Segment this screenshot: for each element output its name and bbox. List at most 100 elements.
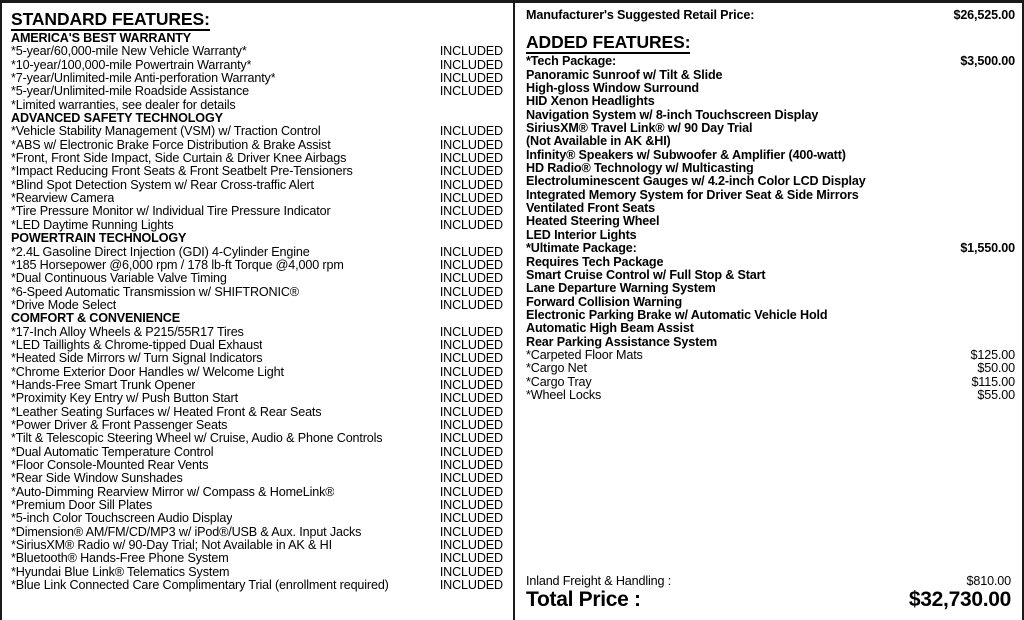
feature-value: INCLUDED <box>439 417 503 432</box>
added-feature-label: High-gloss Window Surround <box>526 81 699 96</box>
feature-value: INCLUDED <box>439 71 503 86</box>
feature-value: INCLUDED <box>439 551 503 566</box>
added-feature-row: *Cargo Net $50.00 <box>526 361 1015 375</box>
feature-label: *ABS w/ Electronic Brake Force Distribut… <box>11 138 331 152</box>
totals-block: Inland Freight & Handling : $810.00 Tota… <box>526 574 1011 612</box>
feature-row: *Dual Continuous Variable Valve Timing IN… <box>11 271 503 286</box>
feature-label: *5-inch Color Touchscreen Audio Display <box>11 512 233 526</box>
added-feature-label: (Not Available in AK &HI) <box>526 134 671 149</box>
added-feature-label: *Carpeted Floor Mats <box>526 347 643 362</box>
added-feature-label: Automatic High Beam Assist <box>526 321 694 336</box>
standard-features-groups: AMERICA'S BEST WARRANTY *5-year/60,000-mi… <box>11 31 503 593</box>
feature-row: *7-year/Unlimited-mile Anti-perforation … <box>11 71 503 86</box>
feature-value: INCLUDED <box>439 364 503 379</box>
added-feature-row: *Tech Package: $3,500.00 <box>526 54 1015 68</box>
feature-row: *Tire Pressure Monitor w/ Individual Tir… <box>11 205 503 219</box>
feature-value: INCLUDED <box>439 84 503 99</box>
feature-row: *Bluetooth® Hands-Free Phone System INCLU… <box>11 551 503 566</box>
feature-value: INCLUDED <box>439 164 503 179</box>
feature-label: *LED Daytime Running Lights <box>11 218 174 232</box>
feature-row: *Blue Link Connected Care Complimentary … <box>11 578 503 593</box>
added-feature-label: SiriusXM® Travel Link® w/ 90 Day Trial <box>526 121 753 136</box>
feature-row: *Proximity Key Entry w/ Push Button Star… <box>11 391 503 406</box>
feature-value: INCLUDED <box>439 217 503 232</box>
feature-row: *Power Driver & Front Passenger Seats INC… <box>11 417 503 432</box>
feature-row: *Drive Mode Select INCLUDED <box>11 297 503 312</box>
added-feature-label: Electroluminescent Gauges w/ 4.2-inch Co… <box>526 174 866 189</box>
added-features-list: *Tech Package: $3,500.00 Panoramic Sunroof… <box>526 54 1015 402</box>
feature-value: INCLUDED <box>439 524 503 539</box>
added-feature-row: Panoramic Sunroof w/ Tilt & Slide <box>526 68 1015 82</box>
added-feature-row: High-gloss Window Surround <box>526 81 1015 96</box>
added-feature-row: (Not Available in AK &HI) <box>526 134 1015 149</box>
feature-value: INCLUDED <box>439 391 503 406</box>
feature-label: *17-Inch Alloy Wheels & P215/55R17 Tires <box>11 325 244 339</box>
added-feature-row: *Wheel Locks $55.00 <box>526 387 1015 402</box>
feature-value: INCLUDED <box>439 324 503 339</box>
added-feature-label: Rear Parking Assistance System <box>526 334 718 349</box>
added-feature-price: $55.00 <box>977 387 1015 402</box>
feature-label: *Bluetooth® Hands-Free Phone System <box>11 552 229 566</box>
added-feature-row: Rear Parking Assistance System <box>526 334 1015 349</box>
feature-value: INCLUDED <box>439 257 503 272</box>
feature-row: *5-year/Unlimited-mile Roadside Assistan… <box>11 84 503 99</box>
feature-value: INCLUDED <box>439 511 503 526</box>
feature-row: *LED Taillights & Chrome-tipped Dual Exh… <box>11 337 503 352</box>
feature-value: INCLUDED <box>439 57 503 72</box>
feature-row: *Dual Automatic Temperature Control INCLU… <box>11 444 503 459</box>
feature-label: *SiriusXM® Radio w/ 90-Day Trial; Not Av… <box>11 539 332 553</box>
added-feature-label: *Ultimate Package: <box>526 241 637 256</box>
feature-label: *Front, Front Side Impact, Side Curtain … <box>11 152 347 166</box>
feature-value: INCLUDED <box>439 44 503 59</box>
feature-group-title: ADVANCED SAFETY TECHNOLOGY <box>11 111 223 126</box>
feature-value: INCLUDED <box>439 377 503 392</box>
added-feature-label: HD Radio® Technology w/ Multicasting <box>526 161 754 176</box>
added-feature-row: Automatic High Beam Assist <box>526 321 1015 336</box>
feature-row: *Auto-Dimming Rearview Mirror w/ Compass… <box>11 485 503 499</box>
feature-label: *Heated Side Mirrors w/ Turn Signal Indi… <box>11 352 263 366</box>
feature-value: INCLUDED <box>439 431 503 446</box>
feature-value: INCLUDED <box>439 458 503 472</box>
feature-value: INCLUDED <box>439 444 503 459</box>
added-feature-label: Smart Cruise Control w/ Full Stop & Star… <box>526 267 766 282</box>
feature-label: *5-year/60,000-mile New Vehicle Warranty… <box>11 45 247 59</box>
added-feature-label: Infinity® Speakers w/ Subwoofer & Amplif… <box>526 147 846 162</box>
feature-value: INCLUDED <box>439 284 503 299</box>
feature-label: *Tire Pressure Monitor w/ Individual Tir… <box>11 205 331 219</box>
feature-row: *Hands-Free Smart Trunk Opener INCLUDED <box>11 377 503 392</box>
feature-row: *Rearview Camera INCLUDED <box>11 191 503 206</box>
feature-label: *10-year/100,000-mile Powertrain Warrant… <box>11 58 252 72</box>
feature-value: INCLUDED <box>439 404 503 419</box>
feature-value: INCLUDED <box>439 471 503 486</box>
feature-label: *Drive Mode Select <box>11 298 117 312</box>
freight-row: Inland Freight & Handling : $810.00 <box>526 574 1011 588</box>
feature-value: INCLUDED <box>439 351 503 366</box>
feature-value: INCLUDED <box>439 137 503 152</box>
feature-label: *Proximity Key Entry w/ Push Button Star… <box>11 392 238 406</box>
feature-row: *Premium Door Sill Plates INCLUDED <box>11 498 503 512</box>
added-feature-label: Ventilated Front Seats <box>526 201 655 216</box>
added-feature-row: Lane Departure Warning System <box>526 281 1015 296</box>
added-feature-label: Integrated Memory System for Driver Seat… <box>526 187 859 202</box>
feature-label: *Blind Spot Detection System w/ Rear Cro… <box>11 178 314 192</box>
feature-value: INCLUDED <box>439 297 503 312</box>
feature-label: *Dual Continuous Variable Valve Timing <box>11 272 227 286</box>
feature-row: *Floor Console-Mounted Rear Vents INCLUDE… <box>11 458 503 472</box>
feature-value: INCLUDED <box>439 337 503 352</box>
added-feature-row: Electronic Parking Brake w/ Automatic Ve… <box>526 308 1015 322</box>
added-feature-label: *Cargo Tray <box>526 374 592 389</box>
feature-value: INCLUDED <box>439 244 503 259</box>
feature-label: *Tilt & Telescopic Steering Wheel w/ Cru… <box>11 432 383 446</box>
feature-row: *185 Horsepower @6,000 rpm / 178 lb-ft T… <box>11 257 503 272</box>
feature-value: INCLUDED <box>439 124 503 139</box>
feature-label: *5-year/Unlimited-mile Roadside Assistan… <box>11 85 249 99</box>
added-feature-row: *Carpeted Floor Mats $125.00 <box>526 347 1015 362</box>
feature-value: INCLUDED <box>439 177 503 192</box>
feature-row: *LED Daytime Running Lights INCLUDED <box>11 217 503 232</box>
feature-row: *2.4L Gasoline Direct Injection (GDI) 4-… <box>11 244 503 259</box>
feature-label: *Blue Link Connected Care Complimentary … <box>11 579 389 593</box>
added-feature-price: $115.00 <box>971 374 1015 389</box>
added-feature-label: Lane Departure Warning System <box>526 281 716 296</box>
feature-value: INCLUDED <box>439 191 503 206</box>
feature-label: *2.4L Gasoline Direct Injection (GDI) 4-… <box>11 245 310 259</box>
